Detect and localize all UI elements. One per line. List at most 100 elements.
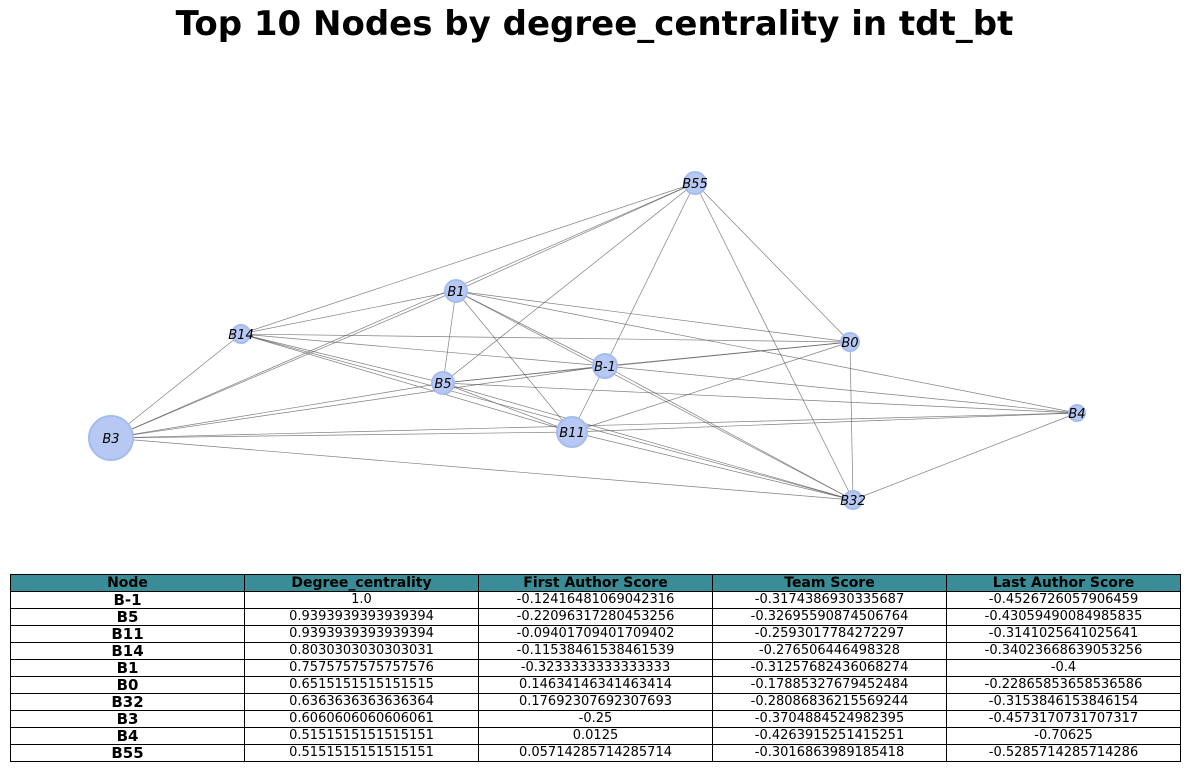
table-header-cell: Last Author Score [946, 574, 1181, 592]
table-cell: 0.9393939393939394 [244, 625, 479, 643]
graph-edge-B5-B3 [110, 382, 444, 439]
chart-title: Top 10 Nodes by degree_centrality in tdt… [175, 4, 1014, 44]
table-row: B11 0.9393939393939394 -0.0940170940170940… [10, 625, 1181, 643]
table-node-cell: B0 [10, 676, 245, 694]
graph-edge-B5-B4 [442, 382, 1078, 414]
graph-edge-B14-B5 [240, 333, 444, 384]
graph-node-label-B-1: B-1 [594, 360, 616, 375]
graph-node-label-B3: B3 [102, 432, 119, 447]
graph-edge-B14-B3 [110, 333, 242, 439]
graph-edge-B1-B3 [110, 290, 457, 439]
graph-node-label-B14: B14 [228, 328, 253, 343]
table-cell: 0.6515151515151515 [244, 676, 479, 694]
edge-layer [110, 182, 1078, 501]
table-node-cell: B5 [10, 608, 245, 626]
table-node-cell: B1 [10, 659, 245, 677]
graph-node-label-B4: B4 [1068, 407, 1085, 422]
graph-node-B0 [840, 332, 860, 352]
table-header-cell: Degree_centrality [244, 574, 479, 592]
graph-edge-B55-B0 [694, 182, 851, 343]
table-node-cell: B-1 [10, 591, 245, 609]
graph-edge-B55-B14 [240, 182, 696, 335]
graph-edge-B1-B32 [455, 290, 854, 501]
table-row: B5 0.9393939393939394 -0.22096317280453256… [10, 608, 1181, 626]
graph-edge-B11-B0 [571, 341, 851, 433]
table-cell: 0.9393939393939394 [244, 608, 479, 626]
graph-node-B3 [88, 415, 134, 461]
table-node-cell: B55 [10, 744, 245, 762]
table-cell: 0.6363636363636364 [244, 693, 479, 711]
table-cell: -0.3174386930335687 [712, 591, 947, 609]
graph-node-label-B11: B11 [559, 426, 584, 441]
table-cell: -0.5285714285714286 [946, 744, 1181, 762]
graph-edge-B14-B32 [240, 333, 854, 501]
graph-node-B1 [444, 279, 468, 303]
table-cell: -0.43059490084985835 [946, 608, 1181, 626]
network-graph: B-1 B5 B11 B14 B1 B0 B32 B3 B4 B55 [88, 171, 1086, 510]
table-cell: -0.17885327679452484 [712, 676, 947, 694]
graph-node-B55 [683, 171, 707, 195]
table-cell: -0.4 [946, 659, 1181, 677]
table-cell: 0.0125 [478, 727, 713, 745]
table-cell: 0.8030303030303031 [244, 642, 479, 660]
table-row: B32 0.6363636363636364 0.17692307692307693… [10, 693, 1181, 711]
score-table: Node Degree_centrality First Author Score T… [10, 574, 1181, 762]
table-header-row: Node Degree_centrality First Author Score T… [10, 574, 1181, 592]
table-node-cell: B3 [10, 710, 245, 728]
table-body: B-1 1.0 -0.12416481069042316 -0.31743869303… [10, 591, 1181, 762]
graph-edge-B0-B32 [849, 341, 854, 501]
table-cell: -0.2593017784272297 [712, 625, 947, 643]
graph-edge-B11-B4 [571, 412, 1078, 433]
graph-edge-B-1-B3 [110, 365, 606, 439]
graph-edge-B1-B4 [455, 290, 1078, 414]
table-header-cell: Node [10, 574, 245, 592]
table-cell: -0.22096317280453256 [478, 608, 713, 626]
table-header-cell: First Author Score [478, 574, 713, 592]
table-cell: -0.3704884524982395 [712, 710, 947, 728]
table-cell: -0.4263915251415251 [712, 727, 947, 745]
graph-edge-B55-B3 [110, 182, 696, 439]
table-row: B14 0.8030303030303031 -0.1153846153846153… [10, 642, 1181, 660]
table-cell: -0.25 [478, 710, 713, 728]
graph-node-label-B5: B5 [434, 377, 451, 392]
graph-edge-B55-B-1 [604, 182, 696, 367]
table-cell: -0.28086836215569244 [712, 693, 947, 711]
table-cell: -0.31257682436068274 [712, 659, 947, 677]
table-cell: 0.5151515151515151 [244, 744, 479, 762]
table-cell: -0.32695590874506764 [712, 608, 947, 626]
graph-node-B14 [231, 324, 251, 344]
graph-node-label-B1: B1 [447, 285, 464, 300]
graph-edge-B55-B1 [455, 182, 696, 292]
table-cell: 0.5151515151515151 [244, 727, 479, 745]
table-row: B55 0.5151515151515151 0.05714285714285714… [10, 744, 1181, 762]
table-cell: 0.6060606060606061 [244, 710, 479, 728]
table-cell: -0.3153846153846154 [946, 693, 1181, 711]
graph-edge-B-1-B4 [604, 365, 1078, 414]
table-cell: 1.0 [244, 591, 479, 609]
table-cell: -0.12416481069042316 [478, 591, 713, 609]
table-row: B1 0.7575757575757576 -0.3233333333333333-… [10, 659, 1181, 677]
graph-edge-B5-B32 [442, 382, 854, 501]
graph-node-B11 [556, 416, 588, 448]
table-row: B4 0.5151515151515151 0.0125 -0.42639152514… [10, 727, 1181, 745]
node-layer [88, 171, 1086, 510]
graph-edge-B14-B0 [240, 333, 851, 343]
table-cell: -0.4573170731707317 [946, 710, 1181, 728]
graph-node-label-B0: B0 [841, 336, 858, 351]
graph-edge-B-1-B32 [604, 365, 854, 501]
graph-node-B-1 [592, 353, 618, 379]
table-node-cell: B32 [10, 693, 245, 711]
table-row: B3 0.6060606060606061 -0.25 -0.370488452498… [10, 710, 1181, 728]
graph-edge-B-1-B0 [604, 341, 851, 367]
table-node-cell: B11 [10, 625, 245, 643]
table-cell: -0.3141025641025641 [946, 625, 1181, 643]
graph-edge-B3-B32 [110, 437, 854, 501]
graph-node-B32 [843, 490, 863, 510]
graph-edge-B1-B14 [240, 290, 457, 335]
table-node-cell: B4 [10, 727, 245, 745]
graph-node-label-B32: B32 [840, 494, 865, 509]
table-cell: -0.3016863989185418 [712, 744, 947, 762]
graph-edge-B14-B11 [240, 333, 573, 433]
graph-node-B5 [431, 371, 455, 395]
graph-edge-B1-B-1 [455, 290, 606, 367]
